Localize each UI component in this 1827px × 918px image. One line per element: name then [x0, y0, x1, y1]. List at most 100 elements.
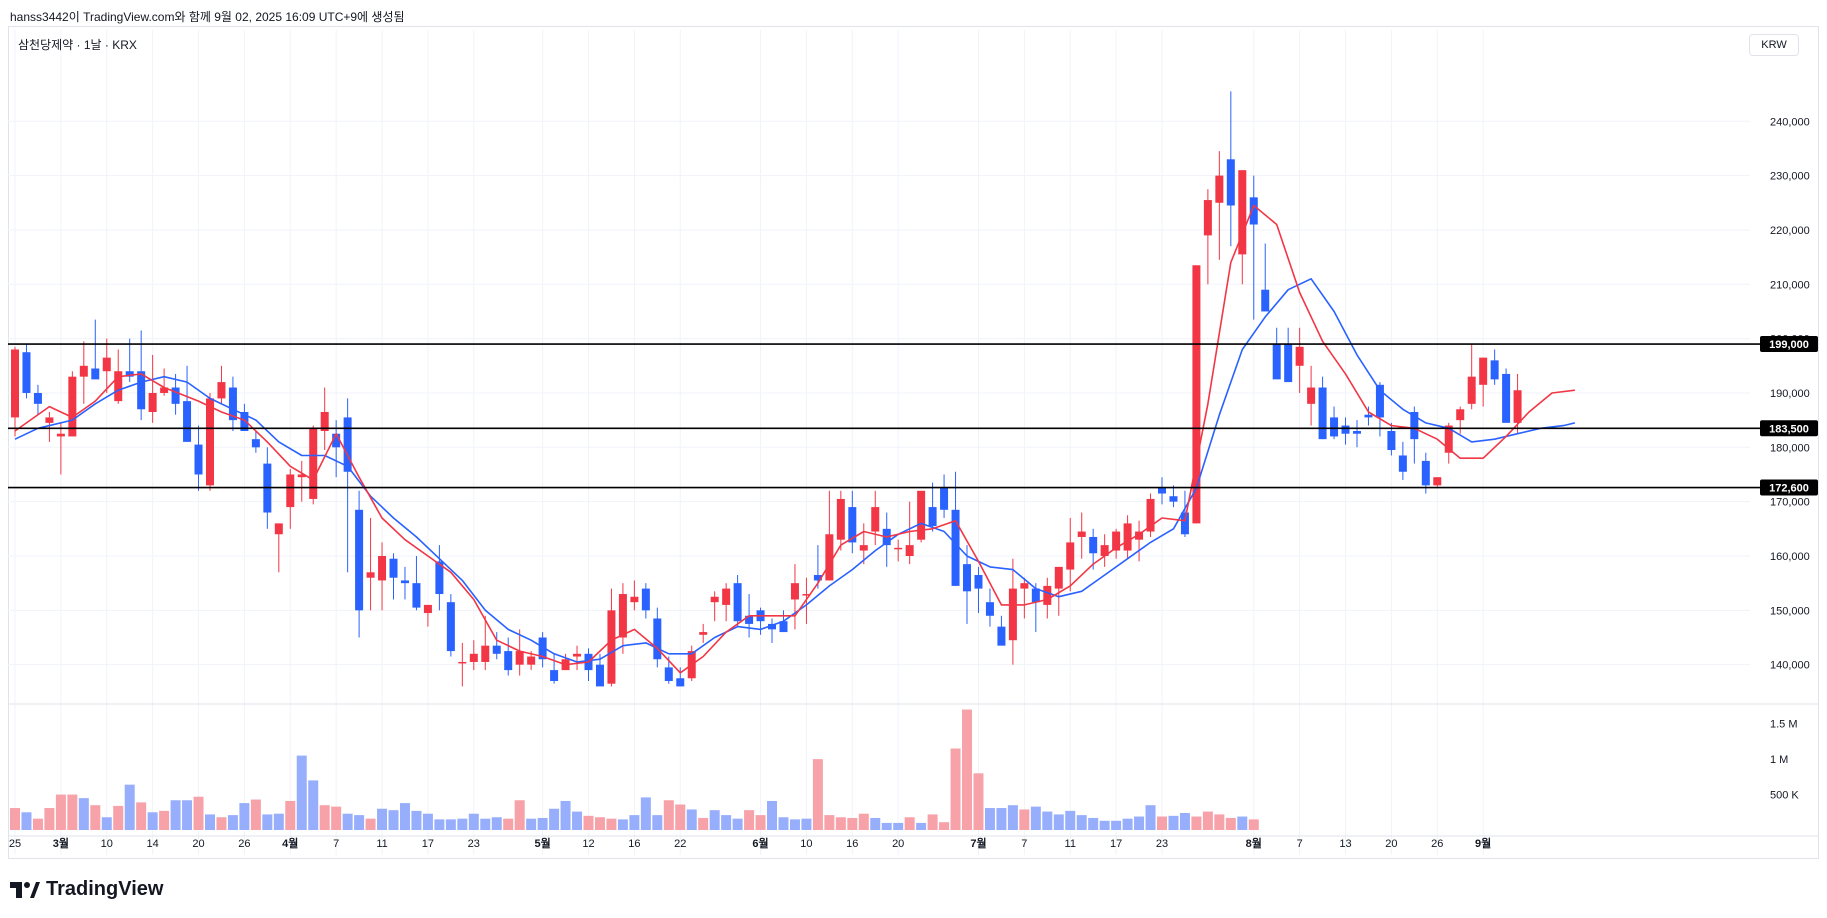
candle	[309, 425, 318, 505]
candle	[1284, 327, 1293, 383]
volume-bar	[296, 755, 307, 830]
candle-body	[1226, 159, 1235, 206]
candle	[240, 403, 249, 432]
volume-tick-label: 1 M	[1770, 754, 1788, 766]
candle-body	[1272, 344, 1281, 380]
candle	[68, 371, 77, 437]
candle-body	[1031, 588, 1040, 603]
date-tick-label: 20	[192, 838, 204, 850]
candle	[1008, 558, 1017, 665]
volume-bar	[606, 818, 617, 830]
currency-button[interactable]: KRW	[1749, 34, 1799, 56]
candle-body	[641, 588, 650, 611]
date-tick-label: 17	[1110, 838, 1122, 850]
price-level-label: 172,600	[1769, 483, 1809, 495]
candle-body	[1043, 585, 1052, 605]
volume-bar	[1168, 815, 1179, 830]
candle	[997, 615, 1006, 646]
volume-bar	[881, 822, 892, 830]
date-tick-label: 5월	[534, 836, 550, 850]
candle	[11, 346, 19, 437]
volume-bar	[32, 818, 43, 830]
candle	[699, 623, 708, 643]
candle-body	[1467, 376, 1476, 404]
date-tick-label: 13	[1339, 838, 1351, 850]
candle-body	[1261, 289, 1270, 312]
volume-bar	[262, 814, 273, 830]
price-tick-label: 230,000	[1770, 171, 1810, 183]
volume-bar	[1042, 811, 1053, 830]
candle	[630, 580, 639, 611]
candle-body	[733, 583, 742, 622]
tradingview-logo[interactable]: TradingView	[10, 878, 163, 901]
volume-bar	[1065, 810, 1076, 830]
candle-body	[607, 610, 616, 684]
date-tick-label: 16	[846, 838, 858, 850]
volume-bar	[1007, 805, 1018, 830]
volume-bar	[939, 822, 950, 830]
date-tick-label: 7월	[970, 836, 986, 850]
candle	[1330, 406, 1339, 440]
candle	[297, 460, 306, 502]
candle	[1112, 528, 1121, 559]
candle-body	[33, 392, 42, 404]
volume-bar	[182, 800, 193, 830]
candle	[676, 667, 685, 687]
candle	[22, 344, 31, 399]
candle	[160, 368, 169, 396]
candle-body	[1008, 588, 1017, 641]
candle	[1192, 265, 1201, 524]
date-tick-label: 4월	[282, 836, 298, 850]
moving-average-fast	[14, 204, 1575, 674]
candle-body	[1215, 175, 1224, 203]
candle-body	[22, 352, 31, 393]
candle	[446, 594, 455, 657]
candle-body	[332, 433, 341, 448]
volume-bar	[698, 817, 709, 830]
candle-body	[389, 558, 398, 578]
candle	[378, 542, 387, 611]
volume-bar	[1099, 820, 1110, 830]
price-tick-label: 220,000	[1770, 225, 1810, 237]
candle	[1158, 477, 1166, 505]
candle	[733, 575, 742, 627]
candle-body	[515, 651, 524, 665]
candle-body	[1502, 373, 1511, 423]
candle-body	[1203, 200, 1212, 236]
candle-body	[1135, 531, 1144, 540]
candle	[1467, 344, 1476, 410]
volume-bar	[1019, 809, 1030, 830]
volume-bar	[663, 800, 674, 830]
candle-body	[274, 523, 283, 535]
candle-body	[378, 555, 387, 581]
candle-body	[1066, 542, 1075, 570]
candle-body	[1180, 512, 1189, 535]
date-tick-label: 10	[101, 838, 113, 850]
candle-body	[297, 474, 306, 478]
candle-body	[1054, 566, 1063, 589]
candle-body	[894, 547, 903, 550]
volume-bar	[411, 810, 422, 830]
volume-bar	[44, 808, 55, 830]
volume-bar	[572, 811, 583, 830]
candle-body	[1238, 170, 1247, 255]
candle	[389, 553, 398, 600]
volume-bar	[812, 759, 823, 830]
volume-bar	[124, 784, 135, 830]
candle	[1272, 327, 1281, 380]
candle-body	[985, 602, 994, 616]
volume-bar	[67, 794, 78, 830]
date-tick-label: 7	[1021, 838, 1027, 850]
volume-bar	[893, 822, 904, 830]
candle-body	[1169, 496, 1178, 502]
grid-lines	[8, 30, 1819, 855]
volume-bar	[904, 817, 915, 830]
candle-body	[963, 564, 972, 592]
candle-body	[205, 398, 214, 486]
candle	[1490, 349, 1499, 385]
candle	[400, 566, 409, 600]
candle-body	[527, 656, 536, 665]
candle	[963, 545, 972, 624]
candle-body	[802, 594, 811, 596]
volume-bar	[204, 814, 215, 830]
